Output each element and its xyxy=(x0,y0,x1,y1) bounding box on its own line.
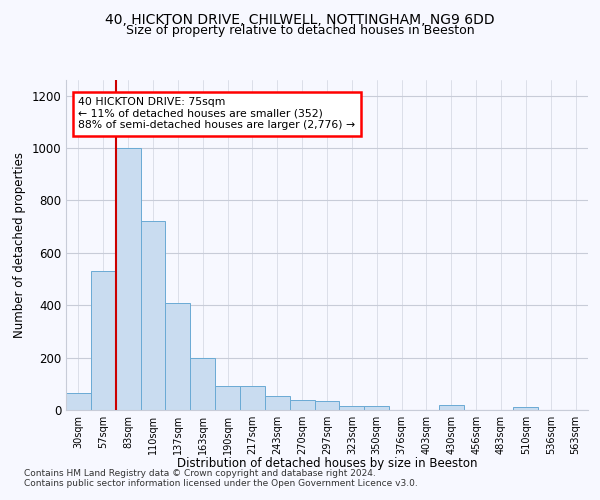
Y-axis label: Number of detached properties: Number of detached properties xyxy=(13,152,26,338)
Bar xyxy=(116,148,140,410)
Text: 40 HICKTON DRIVE: 75sqm
← 11% of detached houses are smaller (352)
88% of semi-d: 40 HICKTON DRIVE: 75sqm ← 11% of detache… xyxy=(79,97,356,130)
Text: 40, HICKTON DRIVE, CHILWELL, NOTTINGHAM, NG9 6DD: 40, HICKTON DRIVE, CHILWELL, NOTTINGHAM,… xyxy=(105,12,495,26)
Bar xyxy=(290,400,314,410)
Text: Contains HM Land Registry data © Crown copyright and database right 2024.: Contains HM Land Registry data © Crown c… xyxy=(24,468,376,477)
Bar xyxy=(190,358,215,410)
X-axis label: Distribution of detached houses by size in Beeston: Distribution of detached houses by size … xyxy=(177,457,477,470)
Bar xyxy=(166,302,190,410)
Bar xyxy=(364,406,389,410)
Bar xyxy=(91,271,116,410)
Bar xyxy=(340,406,364,410)
Bar xyxy=(314,402,340,410)
Bar xyxy=(240,386,265,410)
Bar xyxy=(66,393,91,410)
Bar xyxy=(215,386,240,410)
Text: Contains public sector information licensed under the Open Government Licence v3: Contains public sector information licen… xyxy=(24,478,418,488)
Text: Size of property relative to detached houses in Beeston: Size of property relative to detached ho… xyxy=(125,24,475,37)
Bar xyxy=(140,222,166,410)
Bar xyxy=(514,408,538,410)
Bar xyxy=(265,396,290,410)
Bar xyxy=(439,405,464,410)
